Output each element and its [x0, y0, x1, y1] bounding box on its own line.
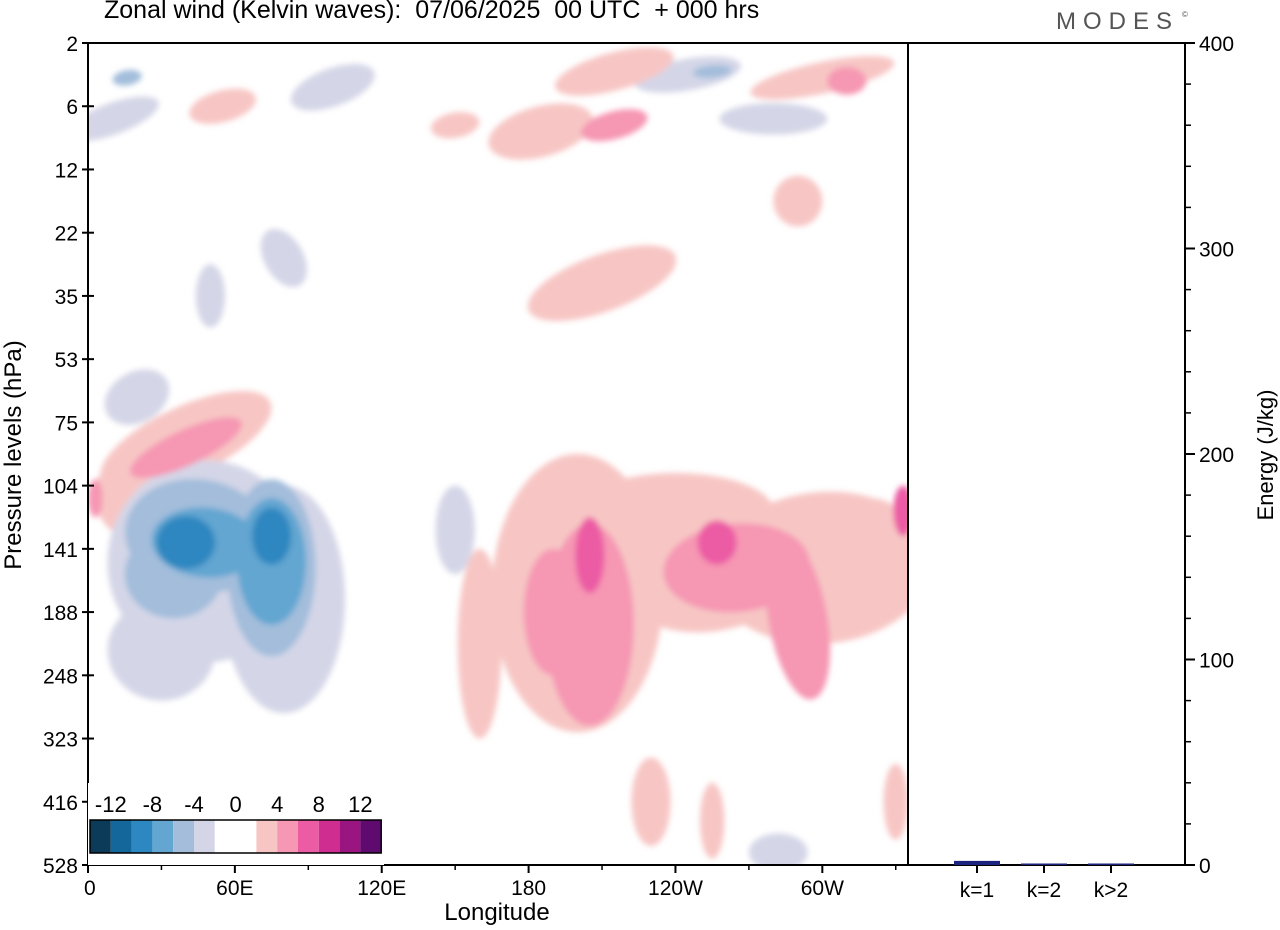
- y-tick-label: 188: [43, 602, 78, 625]
- wind-anomaly-patch: [129, 417, 242, 479]
- legend-frame: [89, 819, 382, 854]
- legend-label: -12: [95, 792, 127, 817]
- legend-swatch: [318, 820, 340, 853]
- legend-swatch: [360, 820, 382, 853]
- brand-logo: MODES: [1056, 8, 1180, 35]
- wind-anomaly-patch: [112, 69, 142, 86]
- wind-anomaly-patch: [435, 485, 475, 575]
- legend-label: 12: [348, 792, 372, 817]
- legend-swatch: [131, 820, 153, 853]
- wind-anomaly-patch: [156, 515, 216, 570]
- brand-copyright-mark: ©: [1182, 10, 1188, 19]
- x-tick-label: 120E: [357, 877, 406, 900]
- wind-anomaly-patch: [827, 67, 867, 95]
- legend-swatch: [339, 820, 361, 853]
- legend-swatch: [214, 820, 236, 853]
- wind-anomaly-patch: [893, 485, 908, 537]
- wind-anomaly-patch: [883, 763, 908, 840]
- legend-swatch: [298, 820, 319, 853]
- energy-bar-2: [1021, 863, 1067, 865]
- y-tick-label: 323: [43, 729, 78, 752]
- legend-swatch: [235, 820, 257, 853]
- y-tick-label: 141: [43, 539, 78, 562]
- legend-label: 0: [229, 792, 241, 817]
- energy-tick-label: 100: [1199, 650, 1234, 673]
- x-tick-label: 60E: [216, 877, 253, 900]
- y-tick-label: 248: [43, 665, 78, 688]
- wind-anomaly-patch: [692, 64, 732, 78]
- legend-label: 8: [313, 792, 325, 817]
- legend-swatch: [194, 820, 215, 853]
- wind-anomaly-patch: [290, 63, 375, 111]
- bar-category-label: k=1: [960, 879, 994, 902]
- y-tick-label: 22: [55, 223, 78, 246]
- wind-anomaly-patch: [88, 479, 103, 518]
- legend-swatch: [173, 820, 194, 853]
- y-tick-label: 75: [55, 412, 78, 435]
- wind-anomaly-patch: [554, 47, 674, 96]
- y-tick-label: 2: [66, 33, 78, 56]
- wind-anomaly-patch: [527, 245, 677, 322]
- x-tick-label: 120W: [648, 877, 703, 900]
- wind-anomaly-patch: [457, 548, 502, 739]
- wind-anomaly-patch: [765, 537, 831, 700]
- x-tick-label: 180: [511, 877, 546, 900]
- y-tick-label: 12: [55, 159, 78, 182]
- wind-anomaly-patch: [580, 109, 648, 142]
- y-tick-label: 416: [43, 792, 78, 815]
- wind-anomaly-patch: [750, 56, 895, 100]
- energy-tick-label: 400: [1199, 33, 1234, 56]
- y-tick-label: 528: [43, 855, 78, 878]
- energy-panel-frame: [907, 42, 1186, 866]
- wind-anomaly-patch: [104, 369, 170, 425]
- legend-label: -4: [184, 792, 204, 817]
- energy-tick-label: 200: [1199, 444, 1234, 467]
- y-tick-label: 53: [55, 349, 78, 372]
- legend-swatch: [152, 820, 174, 853]
- wind-anomaly-patch: [575, 517, 605, 594]
- y-tick-label: 104: [43, 476, 78, 499]
- bar-category-label: k=2: [1027, 879, 1061, 902]
- wind-anomaly-patch: [523, 548, 583, 676]
- chart-title: Zonal wind (Kelvin waves): 07/06/2025 00…: [104, 0, 760, 24]
- wind-anomaly-patch: [88, 96, 159, 142]
- energy-bar-1: [954, 860, 1000, 865]
- legend-swatch: [277, 820, 298, 853]
- wind-anomaly-patch: [697, 520, 737, 565]
- y-tick-label: 6: [66, 96, 78, 119]
- wind-anomaly-patch: [748, 833, 808, 865]
- wind-anomaly-patch: [773, 175, 823, 227]
- wind-anomaly-patch: [719, 103, 828, 135]
- wind-anomaly-patch: [488, 103, 594, 160]
- legend-swatch: [256, 820, 278, 853]
- energy-bar-3: [1088, 863, 1134, 865]
- energy-bars: k=1 k=2 k>2: [954, 860, 1134, 902]
- wind-anomaly-patch: [189, 88, 256, 124]
- wind-anomaly-patch: [430, 112, 480, 139]
- legend-swatch: [90, 820, 111, 853]
- wind-anomaly-patch: [699, 782, 725, 859]
- x-axis-label-longitude: Longitude: [444, 899, 550, 926]
- energy-tick-label: 300: [1199, 239, 1234, 262]
- wind-anomaly-patch: [631, 757, 671, 847]
- y-tick-label: 35: [55, 286, 78, 309]
- wind-anomaly-patch: [827, 498, 908, 600]
- legend-swatch: [110, 820, 132, 853]
- x-tick-label: 0: [84, 877, 96, 900]
- energy-tick-label: 0: [1199, 855, 1211, 878]
- wind-anomaly-patch: [107, 599, 216, 701]
- wind-anomaly-patch: [260, 228, 308, 288]
- colorbar-legend: -12 -8 -4 0 4 8 12: [88, 783, 384, 865]
- x-tick-label: 60W: [801, 877, 844, 900]
- legend-label: 4: [271, 792, 283, 817]
- wind-anomaly-patch: [252, 507, 292, 565]
- legend-label: -8: [143, 792, 163, 817]
- bar-category-label: k>2: [1094, 879, 1128, 902]
- heatmap-field: [88, 47, 908, 865]
- wind-anomaly-patch: [195, 264, 226, 328]
